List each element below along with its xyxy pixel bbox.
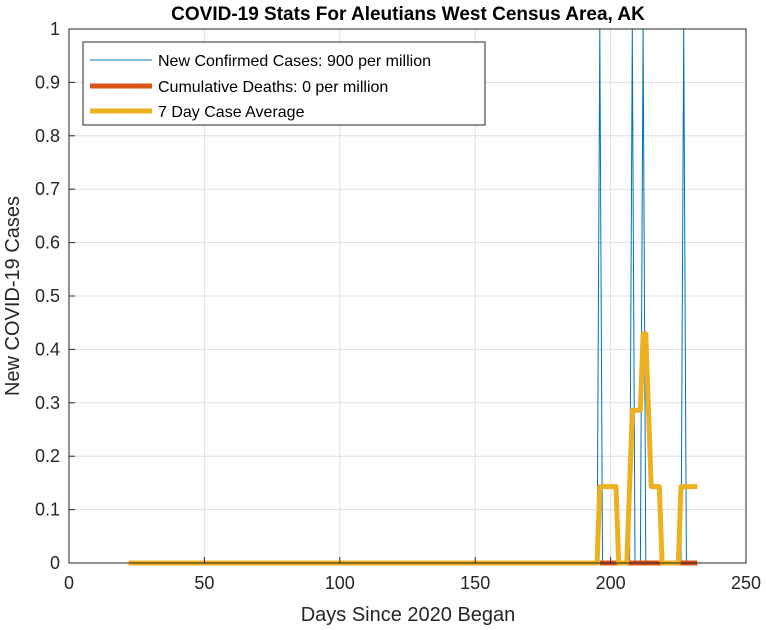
x-tick-label: 100 bbox=[325, 573, 355, 593]
x-tick-label: 150 bbox=[460, 573, 490, 593]
y-tick-label: 0.2 bbox=[35, 446, 60, 466]
x-tick-label: 50 bbox=[194, 573, 214, 593]
legend: New Confirmed Cases: 900 per million Cum… bbox=[82, 41, 486, 126]
chart-title: COVID-19 Stats For Aleutians West Census… bbox=[171, 4, 645, 25]
y-tick-label: 0.9 bbox=[35, 72, 60, 92]
x-tick-label: 0 bbox=[64, 573, 74, 593]
x-tick-label: 250 bbox=[731, 573, 761, 593]
series-line-7day-average bbox=[128, 331, 698, 566]
y-axis-label: New COVID-19 Cases bbox=[2, 196, 24, 396]
y-tick-label: 1 bbox=[50, 19, 60, 39]
y-tick-label: 0 bbox=[50, 553, 60, 573]
y-tick-label: 0.3 bbox=[35, 393, 60, 413]
legend-label-7day-average: 7 Day Case Average bbox=[158, 104, 305, 121]
legend-label-deaths: Cumulative Deaths: 0 per million bbox=[158, 79, 388, 96]
y-axis-ticks: 0 0.1 0.2 0.3 0.4 0.5 0.6 0.7 0.8 0.9 1 bbox=[35, 19, 75, 573]
y-tick-label: 0.7 bbox=[35, 179, 60, 199]
y-tick-label: 0.1 bbox=[35, 500, 60, 520]
y-tick-label: 0.4 bbox=[35, 339, 60, 359]
legend-label-new-cases: New Confirmed Cases: 900 per million bbox=[158, 53, 431, 70]
x-tick-label: 200 bbox=[596, 573, 626, 593]
y-tick-label: 0.6 bbox=[35, 233, 60, 253]
y-tick-label: 0.5 bbox=[35, 286, 60, 306]
x-axis-label: Days Since 2020 Began bbox=[301, 604, 516, 626]
y-tick-label: 0.8 bbox=[35, 126, 60, 146]
x-axis-ticks: 0 50 100 150 200 250 bbox=[64, 557, 761, 593]
